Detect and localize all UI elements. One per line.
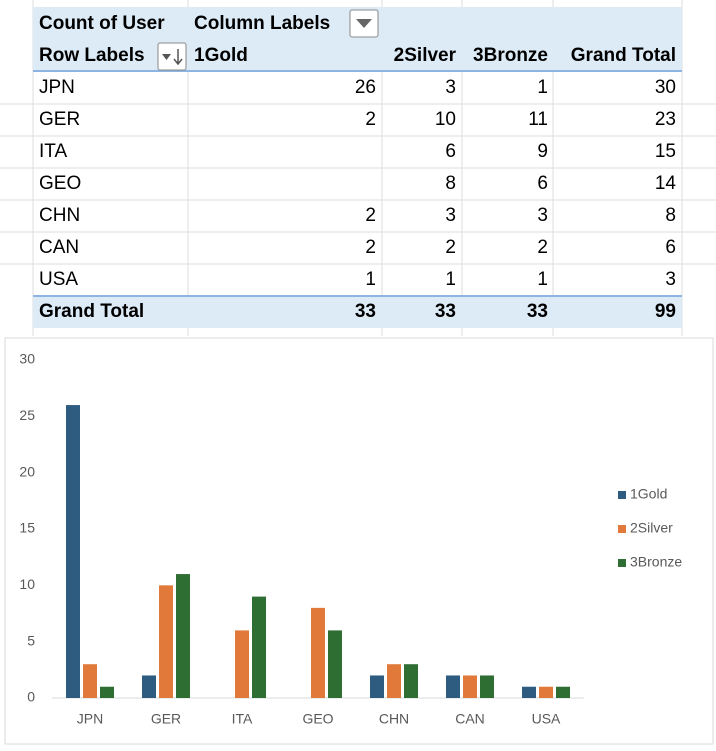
total-value: 33 — [355, 301, 376, 322]
cell-value: 8 — [665, 205, 676, 226]
x-tick-label: CHN — [379, 711, 409, 727]
y-tick-label: 20 — [19, 463, 35, 479]
cell-value: 11 — [528, 109, 548, 130]
row-filter-button[interactable] — [157, 42, 187, 71]
cell-value: 15 — [655, 141, 676, 162]
y-tick-label: 25 — [19, 407, 35, 423]
bar — [370, 675, 384, 698]
x-tick-label: CAN — [455, 711, 485, 727]
cell-value: 3 — [537, 205, 548, 226]
legend-label: 1Gold — [630, 486, 667, 502]
row-label: JPN — [39, 77, 75, 98]
y-tick-label: 15 — [19, 520, 35, 536]
bar — [83, 664, 97, 698]
x-tick-label: JPN — [77, 711, 103, 727]
cell-value: 8 — [445, 173, 456, 194]
cell-value: 6 — [445, 141, 456, 162]
bar — [159, 585, 173, 698]
x-tick-label: USA — [532, 711, 561, 727]
legend-label: 2Silver — [630, 520, 673, 536]
y-tick-label: 10 — [19, 576, 35, 592]
column-header: Grand Total — [571, 45, 676, 66]
cell-value: 10 — [435, 109, 456, 130]
bar — [480, 675, 494, 698]
cell-value: 1 — [445, 269, 456, 290]
total-value: 33 — [527, 301, 548, 322]
row-label: GER — [39, 109, 80, 130]
cell-value: 1 — [537, 77, 548, 98]
corner-label: Count of User — [39, 13, 165, 34]
column-filter-button[interactable] — [349, 9, 379, 38]
legend-label: 3Bronze — [630, 554, 682, 570]
column-header: Row Labels — [39, 45, 145, 66]
cell-value: 2 — [365, 237, 376, 258]
cell-value: 2 — [365, 109, 376, 130]
bar — [252, 596, 266, 698]
y-tick-label: 0 — [27, 689, 35, 705]
bar — [100, 686, 114, 698]
cell-value: 9 — [537, 141, 548, 162]
bar — [463, 675, 477, 698]
cell-value: 30 — [655, 77, 676, 98]
bar — [235, 630, 249, 698]
bar — [328, 630, 342, 698]
legend-swatch — [618, 525, 626, 533]
row-label: CAN — [39, 237, 79, 258]
total-band — [33, 296, 682, 328]
cell-value: 3 — [665, 269, 676, 290]
bar — [404, 664, 418, 698]
x-tick-label: GEO — [302, 711, 333, 727]
y-tick-label: 5 — [27, 632, 35, 648]
row-label: USA — [39, 269, 78, 290]
bar — [556, 686, 570, 698]
column-labels: Column Labels — [194, 13, 330, 34]
bar — [176, 574, 190, 698]
column-header: 2Silver — [394, 45, 457, 66]
cell-value: 23 — [655, 109, 676, 130]
y-tick-label: 30 — [19, 351, 35, 367]
cell-value: 26 — [355, 77, 376, 98]
cell-value: 2 — [445, 237, 456, 258]
bar — [142, 675, 156, 698]
total-value: 33 — [435, 301, 456, 322]
bar — [66, 405, 80, 698]
cell-value: 3 — [445, 205, 456, 226]
cell-value: 6 — [537, 173, 548, 194]
cell-value: 3 — [445, 77, 456, 98]
column-header: 3Bronze — [473, 45, 548, 66]
column-header: 1Gold — [194, 45, 248, 66]
bar — [387, 664, 401, 698]
bar — [522, 686, 536, 698]
cell-value: 2 — [365, 205, 376, 226]
total-value: 99 — [655, 301, 676, 322]
legend-swatch — [618, 559, 626, 567]
row-label: CHN — [39, 205, 80, 226]
x-tick-label: GER — [151, 711, 181, 727]
cell-value: 2 — [537, 237, 548, 258]
row-label: ITA — [39, 141, 67, 162]
bar — [446, 675, 460, 698]
cell-value: 1 — [365, 269, 376, 290]
total-label: Grand Total — [39, 301, 144, 322]
cell-value: 14 — [655, 173, 677, 194]
bar — [539, 686, 553, 698]
row-label: GEO — [39, 173, 81, 194]
x-tick-label: ITA — [232, 711, 253, 727]
cell-value: 6 — [665, 237, 676, 258]
bar — [311, 607, 325, 698]
cell-value: 1 — [537, 269, 548, 290]
legend-swatch — [618, 491, 626, 499]
chart-area — [4, 337, 714, 745]
